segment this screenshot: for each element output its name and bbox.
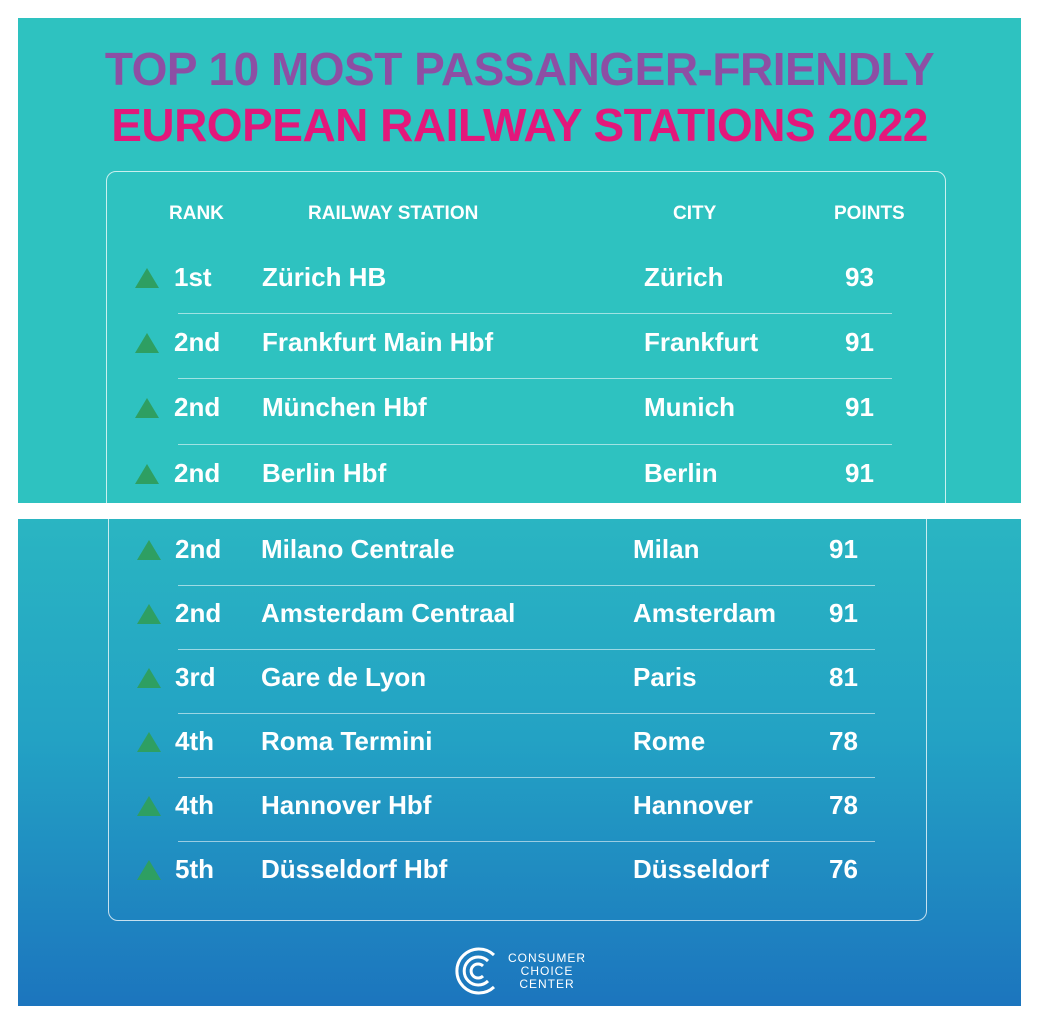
row-divider	[178, 444, 892, 445]
table-row: 4th Roma Termini Rome 78	[18, 709, 1021, 773]
rank-cell: 4th	[175, 726, 214, 756]
city-cell: Zürich	[644, 262, 724, 292]
rank-cell: 5th	[175, 854, 214, 884]
rank-cell: 2nd	[174, 458, 221, 488]
station-cell: Roma Termini	[261, 726, 433, 756]
logo-line-1: CONSUMER	[508, 951, 587, 965]
points-cell: 91	[845, 392, 874, 422]
city-cell: Milan	[633, 534, 700, 564]
points-cell: 91	[845, 458, 874, 488]
points-cell: 81	[829, 662, 858, 692]
table-row: 2nd Berlin Hbf Berlin 91	[18, 441, 1021, 503]
station-cell: Berlin Hbf	[262, 458, 387, 488]
table-row: 3rd Gare de Lyon Paris 81	[18, 645, 1021, 709]
triangle-up-icon	[137, 604, 161, 624]
city-cell: Amsterdam	[633, 598, 777, 628]
row-divider	[178, 378, 892, 379]
table-row: 5th Düsseldorf Hbf Düsseldorf 76	[18, 837, 1021, 901]
title-line-2: EUROPEAN RAILWAY STATIONS 2022	[111, 99, 928, 151]
city-cell: Hannover	[633, 790, 753, 820]
infographic-bottom-panel: 2nd Milano Centrale Milan 91 2nd Amsterd…	[18, 519, 1021, 1006]
triangle-up-icon	[137, 540, 161, 560]
rank-cell: 2nd	[174, 327, 221, 357]
station-cell: Milano Centrale	[261, 534, 455, 564]
station-cell: Amsterdam Centraal	[261, 598, 516, 628]
rank-cell: 3rd	[175, 662, 216, 692]
ranking-table-frame	[108, 519, 927, 921]
row-divider	[178, 777, 875, 778]
rank-cell: 2nd	[174, 392, 221, 422]
points-cell: 91	[845, 327, 874, 357]
station-cell: Frankfurt Main Hbf	[262, 327, 494, 357]
header-points: POINTS	[834, 203, 905, 224]
city-cell: Munich	[644, 392, 735, 422]
row-divider	[178, 841, 875, 842]
row-divider	[178, 585, 875, 586]
table-row: 2nd Frankfurt Main Hbf Frankfurt 91	[18, 310, 1021, 374]
triangle-up-icon	[135, 333, 159, 353]
logo-line-2: CHOICE	[520, 964, 574, 978]
station-cell: Zürich HB	[262, 262, 387, 292]
points-cell: 91	[829, 598, 858, 628]
city-cell: Frankfurt	[644, 327, 759, 357]
row-divider	[178, 649, 875, 650]
logo-wordmark: CONSUMER CHOICE CENTER	[508, 952, 586, 991]
city-cell: Düsseldorf	[633, 854, 769, 884]
points-cell: 78	[829, 726, 858, 756]
logo-c-icon	[455, 947, 496, 995]
table-row: 2nd Amsterdam Centraal Amsterdam 91	[18, 581, 1021, 645]
rank-cell: 1st	[174, 262, 212, 292]
header-station: RAILWAY STATION	[308, 203, 479, 224]
station-cell: Hannover Hbf	[261, 790, 432, 820]
title-line-1: TOP 10 MOST PASSANGER-FRIENDLY	[104, 43, 935, 95]
infographic-top-panel: TOP 10 MOST PASSANGER-FRIENDLY EUROPEAN …	[18, 18, 1021, 503]
triangle-up-icon	[135, 268, 159, 288]
ranking-table-frame	[106, 171, 946, 503]
table-row: 2nd Milano Centrale Milan 91	[18, 519, 1021, 581]
triangle-up-icon	[137, 860, 161, 880]
header-rank: RANK	[169, 203, 224, 224]
city-cell: Paris	[633, 662, 697, 692]
table-row: 1st Zürich HB Zürich 93	[18, 245, 1021, 309]
triangle-up-icon	[137, 732, 161, 752]
rank-cell: 2nd	[175, 534, 222, 564]
row-divider	[178, 313, 892, 314]
rank-cell: 4th	[175, 790, 214, 820]
city-cell: Berlin	[644, 458, 718, 488]
points-cell: 76	[829, 854, 858, 884]
station-cell: Düsseldorf Hbf	[261, 854, 448, 884]
station-cell: Gare de Lyon	[261, 662, 427, 692]
rank-cell: 2nd	[175, 598, 222, 628]
city-cell: Rome	[633, 726, 706, 756]
triangle-up-icon	[137, 668, 161, 688]
table-row: 4th Hannover Hbf Hannover 78	[18, 773, 1021, 837]
station-cell: München Hbf	[262, 392, 427, 422]
consumer-choice-center-logo: CONSUMER CHOICE CENTER	[450, 943, 630, 999]
header-city: CITY	[673, 203, 717, 224]
points-cell: 91	[829, 534, 858, 564]
points-cell: 93	[845, 262, 874, 292]
row-divider	[178, 713, 875, 714]
triangle-up-icon	[135, 464, 159, 484]
points-cell: 78	[829, 790, 858, 820]
table-row: 2nd München Hbf Munich 91	[18, 375, 1021, 439]
triangle-up-icon	[137, 796, 161, 816]
logo-line-3: CENTER	[519, 977, 575, 991]
triangle-up-icon	[135, 398, 159, 418]
